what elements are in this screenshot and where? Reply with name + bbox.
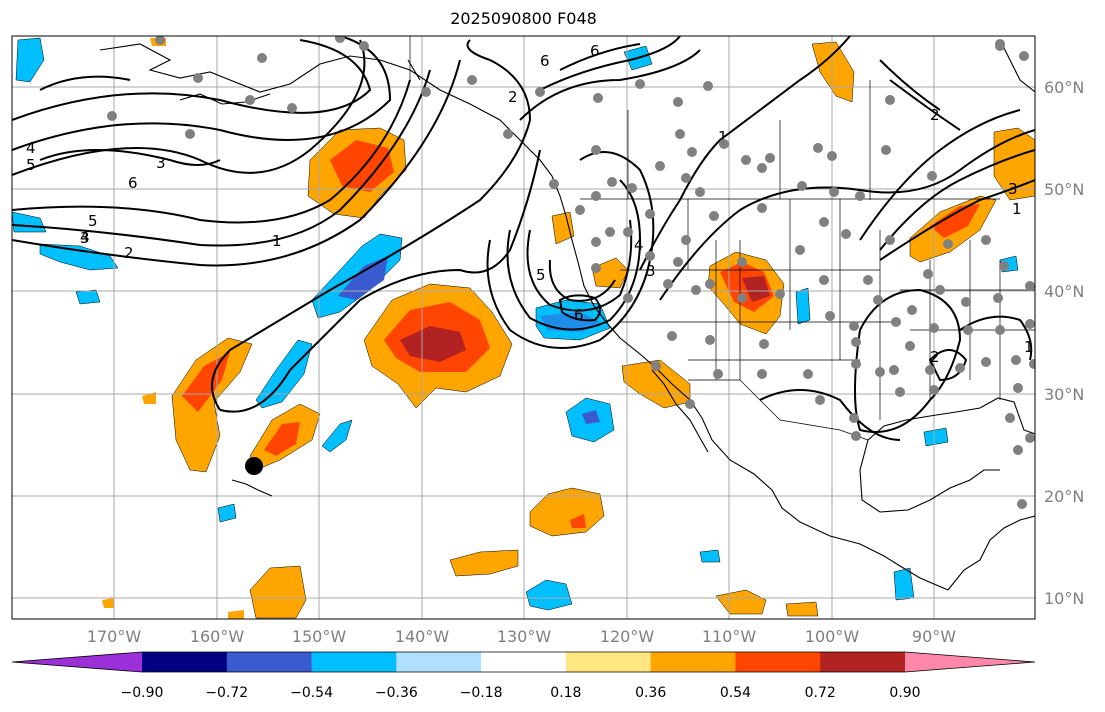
colorbar: −0.90 −0.72 −0.54 −0.36 −0.18 0.18 0.36 0.54 0.7… [11,651,1036,701]
lat-label: 10°N [1044,589,1084,608]
colorbar-bin [142,652,228,672]
lat-label: 40°N [1044,282,1084,301]
contour-label: 6 [540,52,550,70]
contour-label: 5 [26,156,36,174]
anomaly-shading [12,37,1035,619]
contour-label: 2 [930,348,940,366]
lon-label: 110°W [702,627,757,646]
contour-label: 2 [508,88,518,106]
map-title: 2025090800 F048 [450,9,597,28]
colorbar-tick-label: 0.54 [720,685,751,701]
contour-label: 1 [272,232,282,250]
contour-label: 5 [536,266,546,284]
colorbar-tick-label: 0.72 [805,685,836,701]
contour-label: 4 [26,139,36,157]
contour-labels: 4 5 6 5 4 3 2 1 2 6 1 2 3 4 5 6 3 6 1 3 … [26,42,1034,366]
colorbar-bin [735,652,821,672]
contour-label: 3 [1008,180,1018,198]
lon-label: 170°W [87,627,142,646]
contour-label: 4 [80,228,90,246]
map-frame [11,35,1036,620]
latitude-labels: 60°N 50°N 40°N 30°N 20°N 10°N [1044,78,1084,608]
lat-label: 20°N [1044,487,1084,506]
contour-label: 1 [1012,200,1022,218]
lon-label: 120°W [600,627,655,646]
colorbar-tick-label: −0.72 [205,685,248,701]
colorbar-bin [565,652,652,672]
lat-label: 60°N [1044,78,1084,97]
contour-label: 4 [634,236,644,254]
colorbar-tick-label: −0.54 [290,685,333,701]
contour-label: 6 [128,174,138,192]
colorbar-tick-label: −0.36 [375,685,418,701]
contour-label: 6 [574,306,584,324]
colorbar-tick-label: −0.90 [121,685,164,701]
contour-label: 3 [80,229,90,247]
colorbar-outline [11,651,1036,673]
lon-label: 160°W [190,627,245,646]
longitude-labels: 170°W 160°W 150°W 140°W 130°W 120°W 110°… [87,627,956,646]
contour-label: 1 [1024,338,1034,356]
contour-label: 1 [718,128,728,146]
lon-label: 140°W [395,627,450,646]
graticule [12,36,1035,619]
lon-label: 90°W [912,627,956,646]
lon-label: 130°W [497,627,552,646]
colorbar-tick-label: 0.18 [550,685,581,701]
colorbar-tick-label: 0.90 [889,685,920,701]
lat-label: 50°N [1044,180,1084,199]
colorbar-bin [650,652,736,672]
lat-label: 30°N [1044,385,1084,404]
contour-label: 2 [930,106,940,124]
colorbar-bin [396,652,482,672]
contour-label: 2 [124,244,134,262]
contour-label: 6 [590,42,600,60]
colorbar-tick-label: −0.18 [460,685,503,701]
lon-label: 100°W [805,627,860,646]
colorbar-bin [481,652,567,672]
contour-label: 3 [156,154,166,172]
colorbar-bin [311,652,397,672]
colorbar-bin [820,652,906,672]
lon-label: 150°W [292,627,347,646]
colorbar-tick-label: 0.36 [635,685,666,701]
colorbar-bin [226,652,313,672]
black-dot-marker [245,457,263,475]
colorbar-extend-high [905,652,1035,672]
contour-label: 5 [88,212,98,230]
station-dots [107,36,1035,509]
contour-lines [12,36,1035,441]
colorbar-extend-low [12,652,142,672]
contour-label: 3 [646,262,656,280]
